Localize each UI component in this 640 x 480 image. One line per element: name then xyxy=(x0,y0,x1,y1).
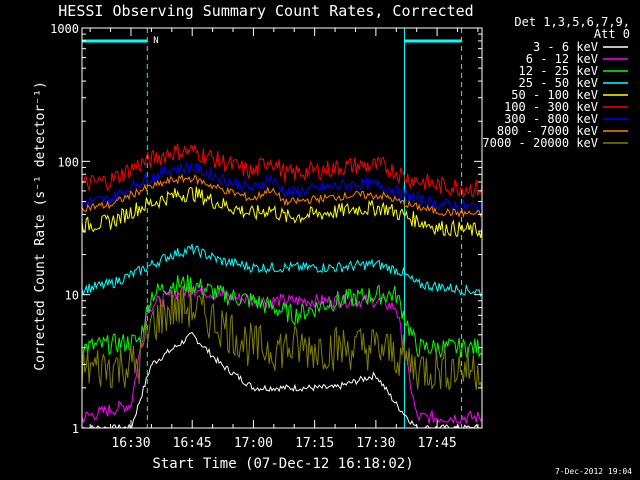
x-tick-label: 17:15 xyxy=(295,436,334,451)
series-line-7 xyxy=(81,173,483,218)
series-line-0 xyxy=(81,331,483,430)
legend-label: 800 - 7000 keV xyxy=(497,124,598,138)
y-tick-label: 1 xyxy=(72,422,79,436)
y-axis-label: Corrected Count Rate (s⁻¹ detector⁻¹) xyxy=(33,81,48,371)
x-tick-label: 16:30 xyxy=(111,436,150,451)
x-tick-label: 17:00 xyxy=(234,436,273,451)
legend-label: 100 - 300 keV xyxy=(504,100,598,114)
x-tick-label: 17:30 xyxy=(356,436,395,451)
legend-label: 7000 - 20000 keV xyxy=(482,136,598,150)
x-tick-label: 16:45 xyxy=(173,436,212,451)
x-axis-label: Start Time (07-Dec-12 16:18:02) xyxy=(152,456,413,472)
series-line-8 xyxy=(81,285,483,391)
y-tick-label: 1000 xyxy=(50,22,79,36)
series-line-5 xyxy=(81,143,483,199)
legend-label: 25 - 50 keV xyxy=(519,76,598,90)
legend-label: 6 - 12 keV xyxy=(526,52,598,66)
series-line-6 xyxy=(81,161,483,215)
legend-label: 300 - 800 keV xyxy=(504,112,598,126)
chart-title: HESSI Observing Summary Count Rates, Cor… xyxy=(58,2,473,20)
legend-label: 12 - 25 keV xyxy=(519,64,598,78)
series-line-4 xyxy=(81,186,483,238)
plot-frame xyxy=(81,27,483,429)
date-stamp: 7-Dec-2012 19:04 xyxy=(555,467,632,476)
legend-label: 50 - 100 keV xyxy=(511,88,598,102)
series-line-3 xyxy=(81,243,483,298)
series-line-2 xyxy=(81,274,483,359)
y-tick-label: 100 xyxy=(57,155,79,169)
legend-header-line-1: Det 1,3,5,6,7,9, xyxy=(514,15,630,29)
annotation-n: N xyxy=(153,36,158,46)
legend-header-line-2: Att 0 xyxy=(594,27,630,41)
legend-label: 3 - 6 keV xyxy=(533,40,598,54)
y-tick-label: 10 xyxy=(65,289,79,303)
x-tick-label: 17:45 xyxy=(418,436,457,451)
plot-area: N 1 10 100 1000 16:30 16:45 17:00 17:15 17:30 17:4… xyxy=(50,22,628,451)
